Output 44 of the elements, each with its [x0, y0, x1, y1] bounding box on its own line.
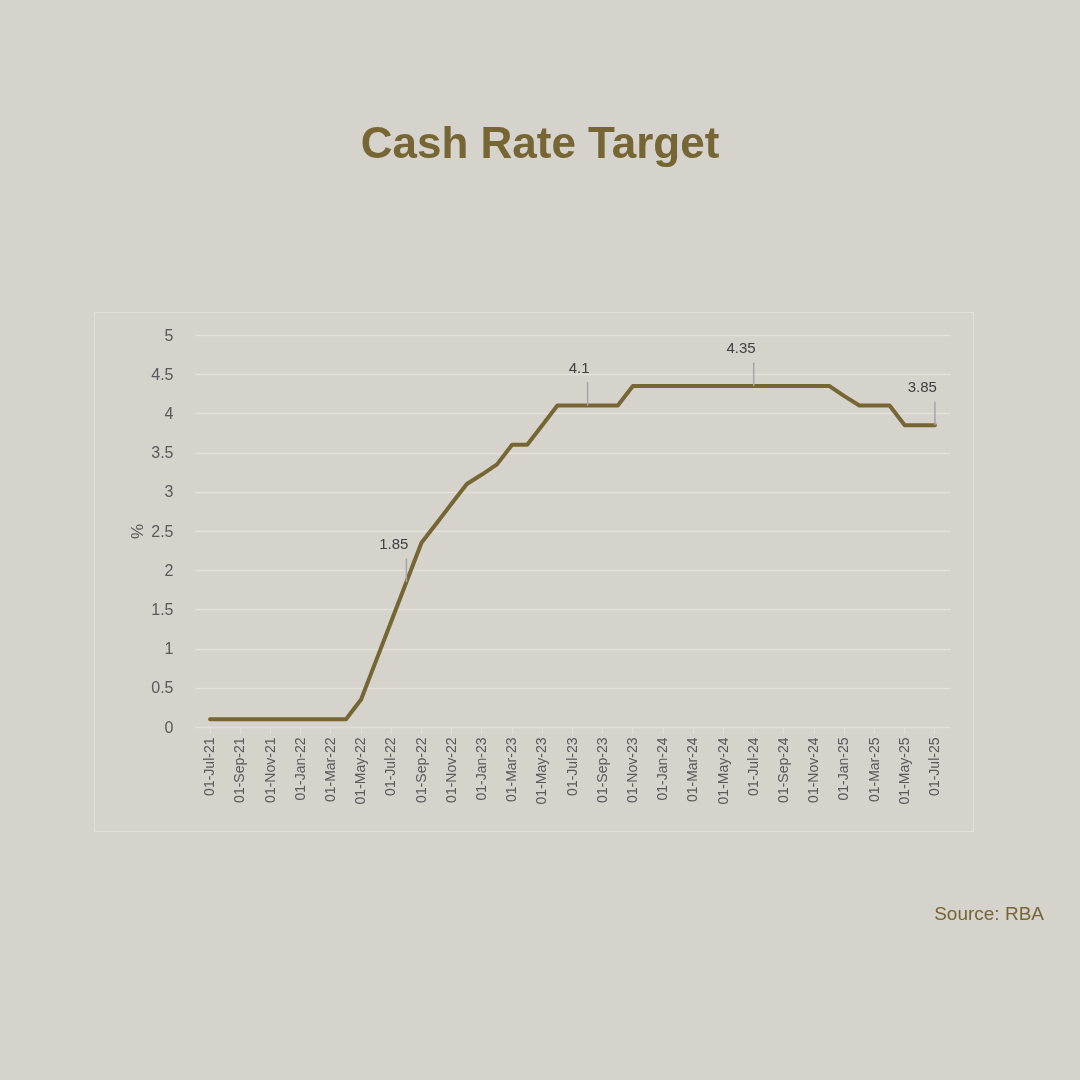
x-tick-label: 01-Jan-24: [654, 737, 671, 801]
y-tick-label: 0: [164, 718, 174, 736]
x-tick-label: 01-Jul-22: [382, 737, 399, 796]
x-tick-label: 01-Sep-22: [412, 737, 429, 803]
x-tick-label: 01-Nov-21: [261, 737, 278, 803]
y-tick-label: 0.5: [151, 679, 174, 697]
y-tick-label: 5: [164, 326, 174, 344]
x-tick-label: 01-May-22: [352, 737, 369, 805]
x-tick-label: 01-Sep-24: [774, 737, 791, 803]
data-label: 4.35: [726, 338, 756, 356]
line-series: [208, 383, 937, 722]
y-tick-label: 1: [164, 640, 174, 658]
x-tick-label: 01-Sep-21: [231, 737, 248, 803]
y-tick-label: 2: [164, 561, 174, 579]
y-tick-label: 1.5: [151, 600, 174, 618]
y-tick-label: 4.5: [151, 365, 174, 383]
y-tick-label: 2.5: [151, 522, 174, 540]
x-tick-label: 01-May-24: [714, 737, 731, 805]
data-label: 3.85: [907, 378, 937, 396]
y-tick-label: 3.5: [151, 444, 174, 462]
x-tick-label: 01-May-23: [533, 737, 550, 805]
y-tick-label: 4: [164, 404, 174, 422]
x-tick-label: 01-Mar-23: [503, 737, 520, 803]
y-tick-label: 3: [164, 483, 174, 501]
source-note: Source: RBA: [934, 903, 1044, 925]
x-tick-label: 01-Jan-22: [291, 737, 308, 801]
x-tick-label: 01-Nov-24: [805, 737, 822, 803]
data-label: 1.85: [379, 534, 409, 552]
x-tick-label: 01-Jan-23: [472, 737, 489, 801]
chart-title: Cash Rate Target: [359, 118, 721, 168]
x-tick-label: 01-Jul-21: [201, 737, 218, 796]
x-tick-label: 01-Jul-24: [744, 737, 761, 796]
x-tick-label: 01-May-25: [895, 737, 912, 805]
y-axis-title: %: [128, 523, 148, 540]
x-tick-label: 01-Jul-23: [563, 737, 580, 796]
x-tick-label: 01-Mar-22: [321, 737, 338, 803]
x-tick-label: 01-Jan-25: [835, 737, 852, 801]
data-label: 4.1: [568, 358, 590, 376]
x-tick-label: 01-Nov-22: [442, 737, 459, 803]
x-tick-label: 01-Sep-23: [593, 737, 610, 803]
x-tick-label: 01-Jul-25: [925, 737, 942, 796]
x-tick-label: 01-Mar-24: [684, 737, 701, 803]
x-tick-label: 01-Mar-25: [865, 737, 882, 803]
x-tick-label: 01-Nov-23: [623, 737, 640, 803]
